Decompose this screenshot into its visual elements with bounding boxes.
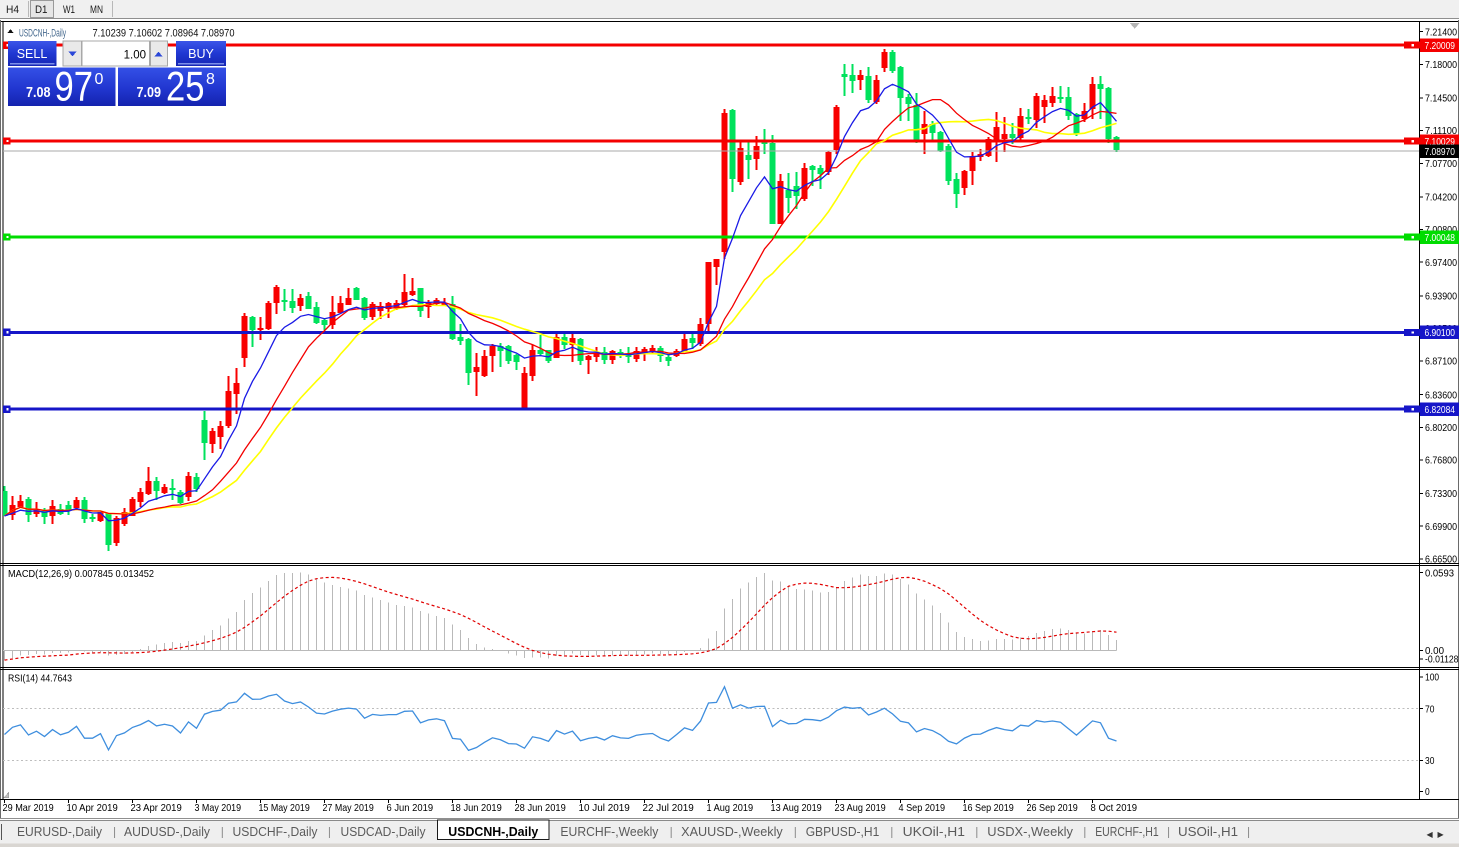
svg-text:▶: ▶ <box>1438 830 1445 839</box>
svg-text:|: | <box>113 825 116 839</box>
svg-text:EURCHF-,Weekly: EURCHF-,Weekly <box>560 825 659 839</box>
svg-text:7.14500: 7.14500 <box>1425 94 1457 105</box>
svg-text:8 Oct 2019: 8 Oct 2019 <box>1091 802 1138 814</box>
svg-text:-0.01128: -0.01128 <box>1425 655 1459 666</box>
svg-text:26 Sep 2019: 26 Sep 2019 <box>1027 802 1078 814</box>
svg-text:7.07700: 7.07700 <box>1425 159 1457 170</box>
svg-text:|: | <box>794 825 797 839</box>
svg-text:4 Sep 2019: 4 Sep 2019 <box>899 802 946 814</box>
svg-text:0: 0 <box>1425 787 1430 798</box>
svg-text:EURCHF-,H1: EURCHF-,H1 <box>1095 825 1159 839</box>
svg-text:7.08970: 7.08970 <box>1425 147 1456 158</box>
svg-text:6.76800: 6.76800 <box>1425 456 1457 467</box>
svg-text:|: | <box>1167 825 1170 839</box>
svg-text:7.09: 7.09 <box>137 84 162 101</box>
svg-text:|: | <box>328 825 331 839</box>
svg-text:70: 70 <box>1425 704 1435 715</box>
svg-text:◀: ◀ <box>1427 830 1434 839</box>
svg-text:W1: W1 <box>63 4 75 16</box>
svg-text:|: | <box>221 825 224 839</box>
svg-text:10 Jul 2019: 10 Jul 2019 <box>579 802 630 814</box>
svg-text:7.21400: 7.21400 <box>1425 27 1457 38</box>
svg-text:USDCAD-,Daily: USDCAD-,Daily <box>341 825 427 839</box>
svg-text:23 Aug 2019: 23 Aug 2019 <box>835 802 886 814</box>
svg-text:USDCHF-,Daily: USDCHF-,Daily <box>233 825 319 839</box>
svg-text:6.97400: 6.97400 <box>1425 258 1457 269</box>
svg-text:AUDUSD-,Daily: AUDUSD-,Daily <box>124 825 211 839</box>
svg-text:0.0593: 0.0593 <box>1425 568 1454 579</box>
svg-text:28 Jun 2019: 28 Jun 2019 <box>515 802 566 814</box>
svg-text:0: 0 <box>95 71 104 88</box>
svg-text:1 Aug 2019: 1 Aug 2019 <box>707 802 754 814</box>
svg-text:6.69900: 6.69900 <box>1425 522 1457 533</box>
svg-text:|: | <box>1247 825 1250 839</box>
svg-text:6.82084: 6.82084 <box>1425 405 1456 416</box>
svg-text:XAUUSD-,Weekly: XAUUSD-,Weekly <box>681 825 783 839</box>
svg-text:7.18000: 7.18000 <box>1425 60 1457 71</box>
svg-text:7.08: 7.08 <box>26 84 51 101</box>
svg-text:6.90100: 6.90100 <box>1425 328 1456 339</box>
svg-text:|: | <box>890 825 893 839</box>
svg-text:30: 30 <box>1425 756 1435 767</box>
svg-text:RSI(14) 44.7643: RSI(14) 44.7643 <box>8 673 72 685</box>
svg-text:7.10029: 7.10029 <box>1425 137 1456 148</box>
svg-text:97: 97 <box>55 63 94 110</box>
svg-text:1.00: 1.00 <box>124 50 146 62</box>
svg-text:13 Aug 2019: 13 Aug 2019 <box>771 802 822 814</box>
svg-text:SELL: SELL <box>17 47 48 61</box>
svg-text:|: | <box>670 825 673 839</box>
svg-text:H4: H4 <box>6 4 19 16</box>
svg-text:16 Sep 2019: 16 Sep 2019 <box>963 802 1014 814</box>
svg-text:6.83600: 6.83600 <box>1425 390 1457 401</box>
svg-text:EURUSD-,Daily: EURUSD-,Daily <box>17 825 103 839</box>
svg-text:GBPUSD-,H1: GBPUSD-,H1 <box>806 825 880 839</box>
svg-text:22 Jul 2019: 22 Jul 2019 <box>643 802 694 814</box>
svg-text:6.66500: 6.66500 <box>1425 555 1457 566</box>
svg-text:USOil-,H1: USOil-,H1 <box>1178 825 1238 839</box>
svg-text:15 May 2019: 15 May 2019 <box>259 802 310 814</box>
svg-text:MACD(12,26,9) 0.007845 0.01345: MACD(12,26,9) 0.007845 0.013452 <box>8 568 154 580</box>
svg-text:7.10239 7.10602 7.08964 7.0897: 7.10239 7.10602 7.08964 7.08970 <box>93 28 235 40</box>
svg-text:BUY: BUY <box>188 47 214 61</box>
svg-text:USDCNH-,Daily: USDCNH-,Daily <box>448 825 538 839</box>
svg-text:|: | <box>1083 825 1086 839</box>
svg-text:18 Jun 2019: 18 Jun 2019 <box>451 802 502 814</box>
svg-text:7.11100: 7.11100 <box>1425 126 1457 137</box>
svg-text:6.80200: 6.80200 <box>1425 423 1457 434</box>
svg-text:6 Jun 2019: 6 Jun 2019 <box>387 802 434 814</box>
svg-text:D1: D1 <box>35 4 48 16</box>
svg-text:USDCNH-,Daily: USDCNH-,Daily <box>19 28 66 40</box>
svg-text:MN: MN <box>90 4 103 16</box>
svg-text:27 May 2019: 27 May 2019 <box>323 802 374 814</box>
svg-text:|: | <box>975 825 978 839</box>
svg-text:25: 25 <box>166 63 205 110</box>
svg-text:100: 100 <box>1425 672 1439 683</box>
svg-text:0.00: 0.00 <box>1425 646 1444 657</box>
svg-text:6.73300: 6.73300 <box>1425 489 1457 500</box>
svg-text:7.04200: 7.04200 <box>1425 193 1457 204</box>
svg-text:USDX-,Weekly: USDX-,Weekly <box>987 825 1073 839</box>
svg-text:8: 8 <box>206 71 215 88</box>
svg-text:UKOil-,H1: UKOil-,H1 <box>903 825 965 839</box>
svg-text:7.20009: 7.20009 <box>1425 41 1456 52</box>
svg-text:23 Apr 2019: 23 Apr 2019 <box>131 802 182 814</box>
svg-text:6.87100: 6.87100 <box>1425 357 1457 368</box>
svg-text:7.00048: 7.00048 <box>1425 233 1456 244</box>
svg-text:6.93900: 6.93900 <box>1425 291 1457 302</box>
svg-text:10 Apr 2019: 10 Apr 2019 <box>67 802 118 814</box>
svg-text:29 Mar 2019: 29 Mar 2019 <box>3 802 54 814</box>
svg-text:3 May 2019: 3 May 2019 <box>195 802 242 814</box>
